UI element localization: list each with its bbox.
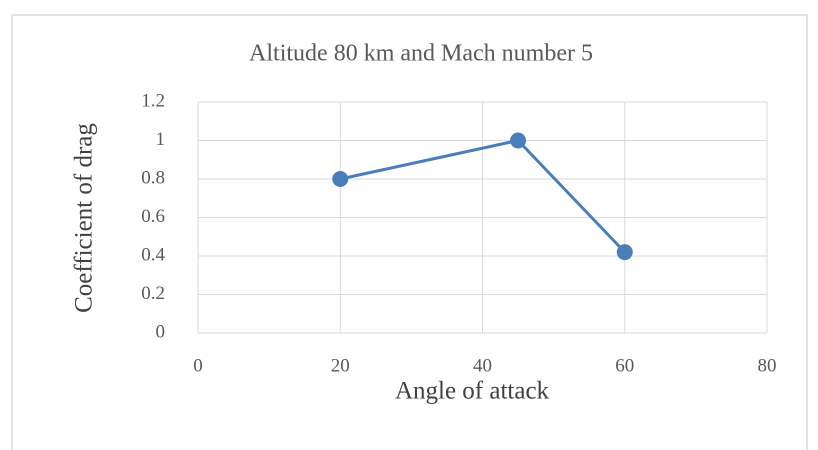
- x-axis-title: Angle of attack: [395, 378, 550, 405]
- y-tick-label: 1.2: [141, 90, 165, 111]
- x-tick-label: 40: [473, 355, 492, 376]
- y-tick-label: 0: [156, 321, 166, 342]
- y-axis-title: Coefficient of drag: [71, 123, 98, 313]
- chart-frame: [11, 14, 808, 450]
- data-point: [616, 244, 633, 261]
- y-tick-label: 0.8: [141, 167, 165, 188]
- y-tick-label: 0.4: [141, 244, 165, 265]
- y-tick-label: 1: [156, 129, 166, 150]
- y-tick-label: 0.6: [141, 206, 165, 227]
- x-tick-label: 60: [615, 355, 634, 376]
- x-tick-label: 20: [331, 355, 350, 376]
- chart-title: Altitude 80 km and Mach number 5: [249, 41, 593, 67]
- x-tick-label: 0: [193, 355, 203, 376]
- data-point: [510, 132, 527, 149]
- data-point: [332, 171, 349, 187]
- x-tick-label: 80: [758, 355, 777, 376]
- y-tick-label: 0.2: [141, 283, 165, 304]
